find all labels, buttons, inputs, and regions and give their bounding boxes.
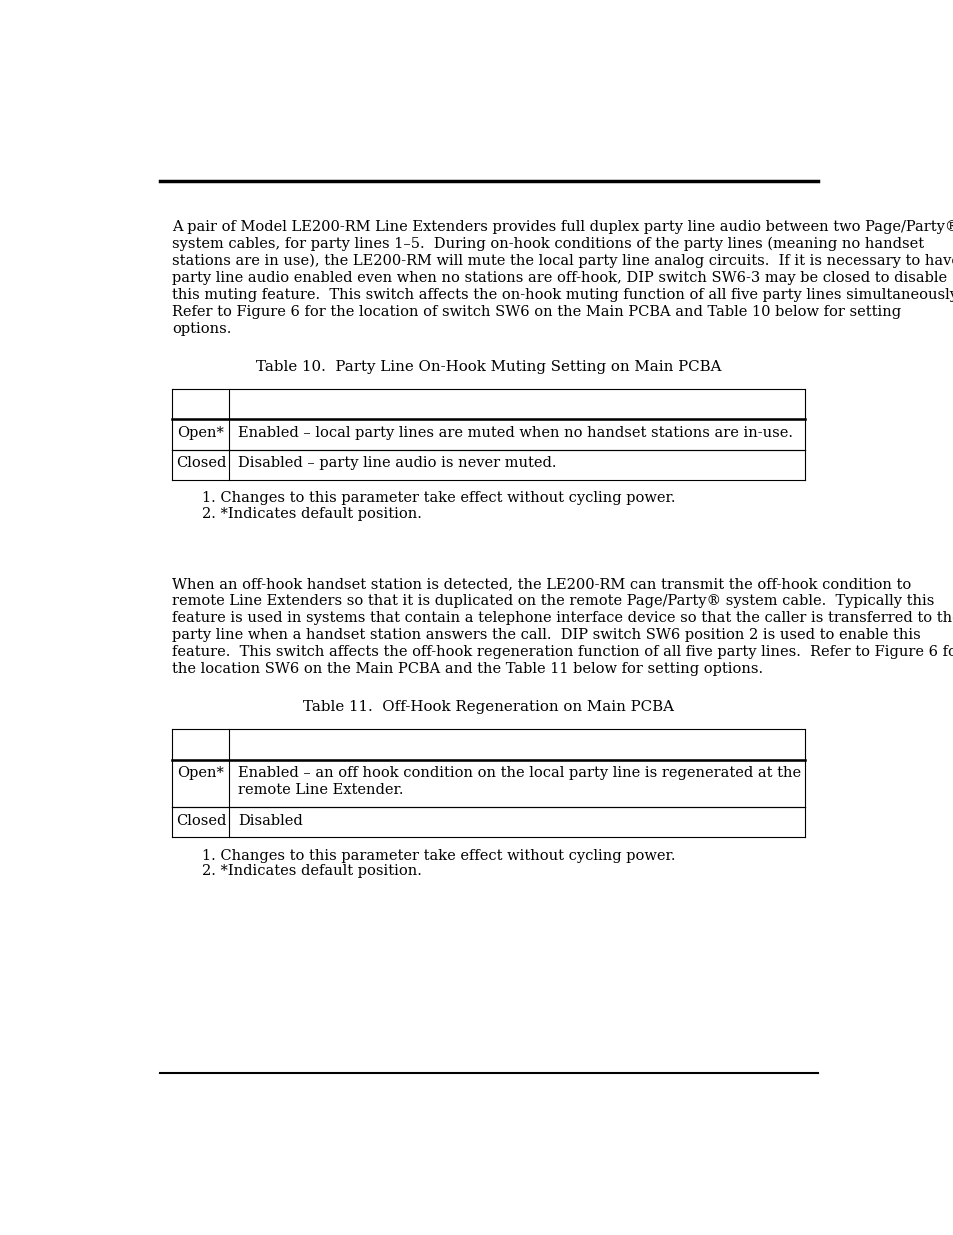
Text: Enabled – an off hook condition on the local party line is regenerated at the: Enabled – an off hook condition on the l…: [238, 766, 801, 781]
Text: 2. *Indicates default position.: 2. *Indicates default position.: [202, 864, 421, 878]
Text: 2. *Indicates default position.: 2. *Indicates default position.: [202, 506, 421, 521]
Text: system cables, for party lines 1–5.  During on-hook conditions of the party line: system cables, for party lines 1–5. Duri…: [172, 237, 923, 251]
Text: feature.  This switch affects the off-hook regeneration function of all five par: feature. This switch affects the off-hoo…: [172, 645, 953, 659]
Text: Open*: Open*: [177, 426, 224, 440]
Text: remote Line Extenders so that it is duplicated on the remote Page/Party® system : remote Line Extenders so that it is dupl…: [172, 594, 934, 608]
Text: options.: options.: [172, 322, 232, 336]
Text: stations are in use), the LE200-RM will mute the local party line analog circuit: stations are in use), the LE200-RM will …: [172, 253, 953, 268]
Text: 1. Changes to this parameter take effect without cycling power.: 1. Changes to this parameter take effect…: [202, 492, 675, 505]
Text: Closed: Closed: [175, 456, 226, 471]
Text: this muting feature.  This switch affects the on-hook muting function of all fiv: this muting feature. This switch affects…: [172, 288, 953, 301]
Text: Closed: Closed: [175, 814, 226, 827]
Text: A pair of Model LE200-RM Line Extenders provides full duplex party line audio be: A pair of Model LE200-RM Line Extenders …: [172, 220, 953, 233]
Text: Enabled – local party lines are muted when no handset stations are in-use.: Enabled – local party lines are muted wh…: [238, 426, 793, 440]
Text: party line when a handset station answers the call.  DIP switch SW6 position 2 i: party line when a handset station answer…: [172, 629, 921, 642]
Text: 1. Changes to this parameter take effect without cycling power.: 1. Changes to this parameter take effect…: [202, 848, 675, 863]
Text: Open*: Open*: [177, 766, 224, 781]
Text: Refer to Figure 6 for the location of switch SW6 on the Main PCBA and Table 10 b: Refer to Figure 6 for the location of sw…: [172, 305, 901, 319]
Text: Disabled – party line audio is never muted.: Disabled – party line audio is never mut…: [238, 456, 557, 471]
Text: When an off-hook handset station is detected, the LE200-RM can transmit the off-: When an off-hook handset station is dete…: [172, 577, 911, 590]
Text: party line audio enabled even when no stations are off-hook, DIP switch SW6-3 ma: party line audio enabled even when no st…: [172, 270, 946, 285]
Text: feature is used in systems that contain a telephone interface device so that the: feature is used in systems that contain …: [172, 611, 953, 625]
Text: Disabled: Disabled: [238, 814, 303, 827]
Text: the location SW6 on the Main PCBA and the Table 11 below for setting options.: the location SW6 on the Main PCBA and th…: [172, 662, 762, 677]
Text: Table 11.  Off-Hook Regeneration on Main PCBA: Table 11. Off-Hook Regeneration on Main …: [303, 700, 674, 714]
Text: remote Line Extender.: remote Line Extender.: [238, 783, 403, 798]
Text: Table 10.  Party Line On-Hook Muting Setting on Main PCBA: Table 10. Party Line On-Hook Muting Sett…: [256, 359, 720, 374]
